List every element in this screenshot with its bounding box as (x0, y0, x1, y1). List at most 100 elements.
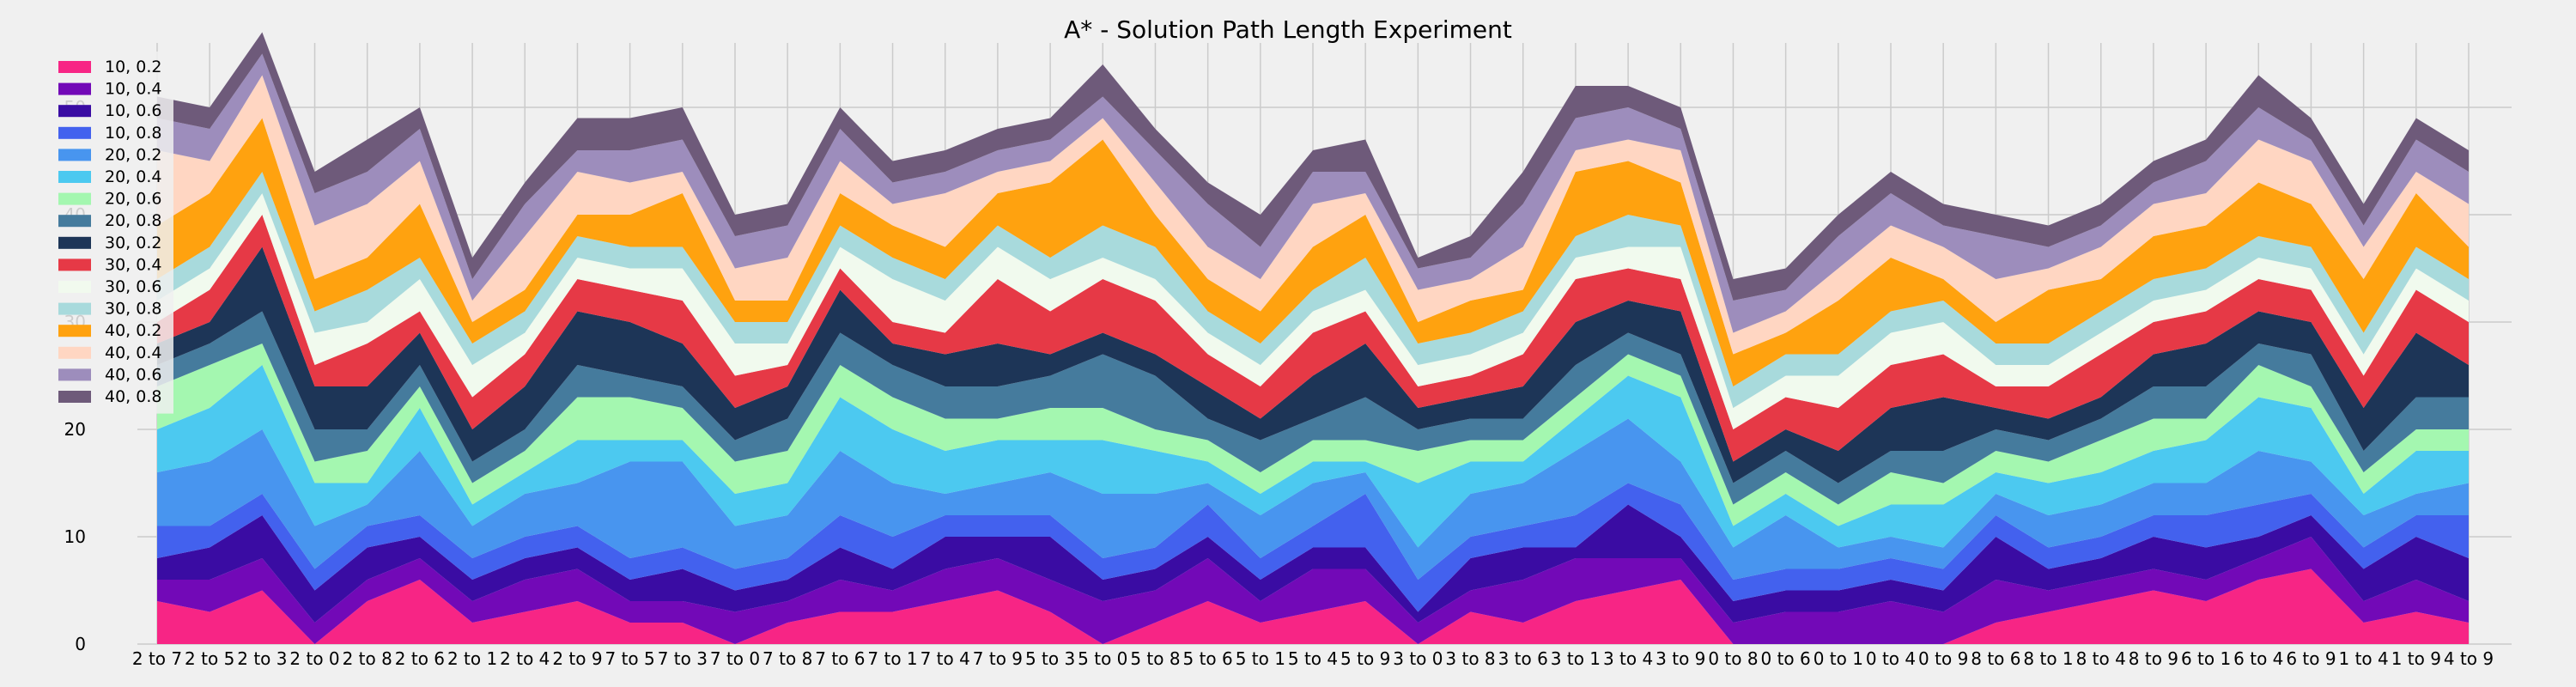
legend-swatch (58, 258, 91, 271)
legend-swatch (58, 149, 91, 161)
x-tick-label: 1 to 9 (2391, 648, 2441, 669)
x-tick-label: 7 to 5 (605, 648, 655, 669)
x-tick-label: 1 to 4 (2339, 648, 2389, 669)
x-tick-label: 3 to 8 (1445, 648, 1495, 669)
x-tick-label: 2 to 7 (132, 648, 182, 669)
x-tick-label: 7 to 8 (762, 648, 812, 669)
x-tick-label: 7 to 3 (658, 648, 708, 669)
legend-label: 10, 0.4 (105, 80, 161, 99)
x-tick-label: 8 to 1 (2023, 648, 2073, 669)
x-tick-label: 2 to 0 (289, 648, 339, 669)
area-series-7 (157, 311, 2469, 505)
area-series-14 (157, 53, 2469, 333)
legend-swatch (58, 61, 91, 73)
area-series-2 (157, 504, 2469, 623)
x-tick-label: 8 to 6 (1971, 648, 2020, 669)
legend-swatch (58, 236, 91, 249)
x-tick-label: 2 to 6 (395, 648, 445, 669)
x-tick-label: 5 to 0 (1078, 648, 1127, 669)
legend-swatch (58, 302, 91, 315)
legend-label: 30, 0.6 (105, 277, 161, 296)
area-series-4 (157, 418, 2469, 580)
x-tick-label: 8 to 9 (2129, 648, 2178, 669)
x-tick-label: 7 to 1 (867, 648, 917, 669)
x-tick-label: 5 to 1 (1236, 648, 1285, 669)
x-tick-label: 6 to 1 (2181, 648, 2231, 669)
area-series-6 (157, 344, 2469, 526)
area-series-1 (157, 537, 2469, 644)
legend-label: 20, 0.8 (105, 211, 161, 230)
legend-swatch (58, 215, 91, 228)
legend-label: 10, 0.8 (105, 124, 161, 143)
y-tick-label: 0 (75, 634, 86, 654)
legend-label: 20, 0.4 (105, 167, 161, 186)
area-series-15 (157, 32, 2469, 301)
x-tick-label: 5 to 6 (1183, 648, 1233, 669)
x-tick-label: 6 to 4 (2233, 648, 2283, 669)
legend-label: 20, 0.2 (105, 145, 161, 164)
x-tick-label: 0 to 6 (1761, 648, 1811, 669)
x-tick-label: 2 to 9 (552, 648, 602, 669)
axes: 010203040502 to 72 to 52 to 32 to 02 to … (64, 97, 2494, 669)
x-tick-label: 5 to 3 (1025, 648, 1075, 669)
legend-swatch (58, 368, 91, 381)
x-tick-label: 5 to 8 (1130, 648, 1180, 669)
x-tick-label: 6 to 9 (2286, 648, 2336, 669)
x-tick-label: 2 to 8 (343, 648, 392, 669)
x-tick-label: 7 to 6 (815, 648, 865, 669)
area-series-13 (157, 75, 2469, 355)
legend-swatch (58, 281, 91, 293)
x-tick-label: 4 to 9 (2444, 648, 2494, 669)
legend-swatch (58, 391, 91, 403)
legend-label: 30, 0.8 (105, 300, 161, 319)
x-tick-label: 7 to 0 (710, 648, 760, 669)
x-tick-label: 2 to 5 (185, 648, 234, 669)
x-tick-label: 0 to 9 (1918, 648, 1968, 669)
legend-label: 30, 0.4 (105, 255, 161, 274)
x-tick-label: 8 to 4 (2076, 648, 2126, 669)
x-tick-label: 2 to 4 (500, 648, 550, 669)
x-tick-label: 2 to 3 (237, 648, 287, 669)
y-tick-label: 10 (64, 526, 86, 547)
area-series-group (157, 32, 2469, 644)
x-tick-label: 3 to 4 (1603, 648, 1653, 669)
x-tick-label: 7 to 9 (973, 648, 1023, 669)
legend-swatch (58, 126, 91, 139)
x-tick-label: 3 to 0 (1393, 648, 1443, 669)
legend-label: 10, 0.6 (105, 101, 161, 120)
x-tick-label: 3 to 6 (1498, 648, 1548, 669)
x-tick-label: 3 to 1 (1551, 648, 1601, 669)
x-tick-label: 3 to 9 (1656, 648, 1705, 669)
legend-swatch (58, 105, 91, 118)
legend-label: 30, 0.2 (105, 234, 161, 252)
area-series-5 (157, 365, 2469, 548)
legend-label: 10, 0.2 (105, 58, 161, 76)
area-series-0 (157, 568, 2469, 644)
area-series-8 (157, 246, 2469, 483)
area-series-9 (157, 215, 2469, 462)
x-tick-label: 0 to 1 (1814, 648, 1863, 669)
legend-label: 40, 0.2 (105, 321, 161, 340)
x-tick-label: 0 to 4 (1866, 648, 1916, 669)
area-series-12 (157, 118, 2469, 386)
x-tick-label: 5 to 9 (1340, 648, 1390, 669)
area-series-3 (157, 483, 2469, 612)
x-tick-label: 2 to 1 (447, 648, 497, 669)
legend-label: 40, 0.8 (105, 387, 161, 406)
legend-label: 20, 0.6 (105, 190, 161, 209)
legend-swatch (58, 192, 91, 205)
x-tick-label: 5 to 4 (1288, 648, 1338, 669)
legend-swatch (58, 346, 91, 359)
y-tick-label: 20 (64, 419, 86, 440)
legend-swatch (58, 82, 91, 95)
x-tick-label: 7 to 4 (920, 648, 970, 669)
legend: 10, 0.2 10, 0.4 10, 0.6 10, 0.8 20, 0.2 20, 0… (52, 52, 173, 414)
legend-swatch (58, 325, 91, 337)
legend-label: 40, 0.6 (105, 365, 161, 384)
x-tick-label: 0 to 8 (1708, 648, 1758, 669)
chart-title: A* - Solution Path Length Experiment (1064, 15, 1512, 44)
legend-label: 40, 0.4 (105, 344, 161, 362)
legend-swatch (58, 171, 91, 183)
